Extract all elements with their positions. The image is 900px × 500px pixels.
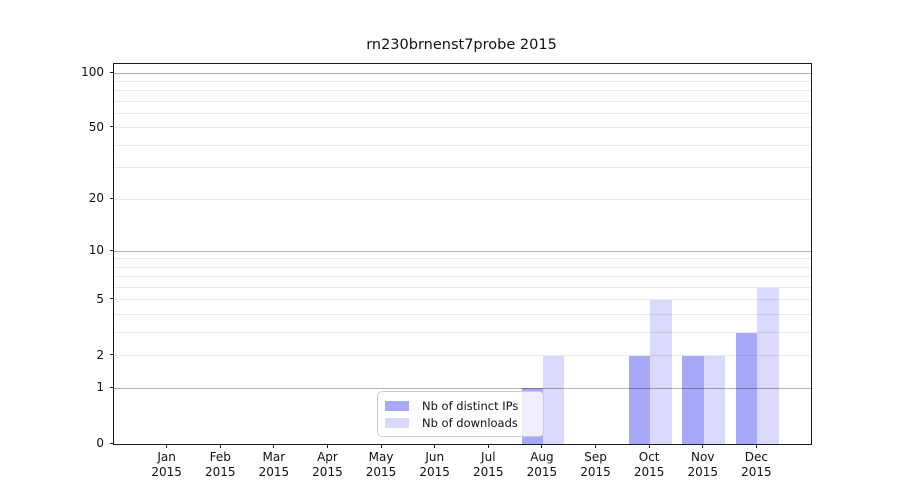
x-tick-mark-jan	[166, 444, 168, 448]
y-tick-mark-5	[110, 298, 114, 300]
bar-nb-of-distinct-ips-oct-2015	[628, 355, 651, 444]
legend-swatch-downloads	[385, 418, 409, 428]
bar-nb-of-downloads-oct-2015	[650, 299, 672, 444]
x-tick-label-oct: Oct 2015	[633, 450, 665, 479]
x-tick-mark-may	[380, 444, 382, 448]
gridline-minor-7	[114, 276, 811, 278]
gridline-minor-8	[114, 266, 811, 268]
gridline-minor-6	[114, 287, 811, 289]
y-tick-mark-2	[110, 354, 114, 356]
x-tick-mark-apr	[326, 444, 328, 448]
legend-label-downloads: Nb of downloads	[422, 416, 518, 430]
gridline-minor-30	[114, 167, 811, 169]
x-tick-mark-aug	[541, 444, 543, 448]
y-tick-mark-100	[110, 71, 114, 73]
x-tick-mark-sep	[595, 444, 597, 448]
x-tick-mark-jul	[487, 444, 489, 448]
x-tick-label-jan: Jan 2015	[151, 450, 182, 479]
gridline-minor-70	[114, 100, 811, 102]
x-tick-label-jun: Jun 2015	[419, 450, 450, 479]
x-tick-label-feb: Feb 2015	[204, 450, 236, 479]
x-tick-mark-oct	[648, 444, 650, 448]
gridline-minor-4	[114, 314, 811, 316]
y-tick-label-0: 0	[96, 436, 104, 450]
bar-nb-of-downloads-aug-2015	[542, 355, 565, 444]
legend: Nb of distinct IPs Nb of downloads	[377, 391, 544, 437]
y-tick-label-100: 100	[81, 65, 104, 80]
gridline-minor-2	[114, 355, 811, 357]
gridline-major-1	[114, 387, 811, 389]
y-tick-mark-10	[110, 249, 114, 251]
x-tick-mark-jun	[434, 444, 436, 448]
gridline-major-10	[114, 250, 811, 252]
y-tick-mark-0	[110, 442, 114, 444]
gridline-minor-80	[114, 90, 811, 92]
x-tick-label-may: May 2015	[365, 450, 397, 479]
x-tick-mark-feb	[219, 444, 221, 448]
gridline-minor-40	[114, 144, 811, 146]
y-tick-mark-1	[110, 386, 114, 388]
bar-nb-of-downloads-nov-2015	[703, 355, 726, 444]
y-tick-label-20: 20	[88, 191, 104, 206]
gridline-minor-60	[114, 113, 811, 115]
plot-area	[113, 63, 812, 445]
x-tick-label-jul: Jul 2015	[473, 450, 504, 479]
bar-nb-of-distinct-ips-nov-2015	[682, 355, 704, 444]
legend-label-distinct-ips: Nb of distinct IPs	[422, 399, 519, 413]
legend-item-downloads: Nb of downloads	[385, 415, 535, 431]
bar-nb-of-downloads-dec-2015	[757, 287, 779, 444]
x-tick-label-sep: Sep 2015	[580, 450, 611, 479]
x-tick-label-nov: Nov 2015	[687, 450, 719, 479]
gridline-minor-20	[114, 198, 811, 200]
gridline-minor-5	[114, 299, 811, 301]
x-tick-label-mar: Mar 2015	[258, 450, 290, 479]
x-tick-mark-mar	[273, 444, 275, 448]
bar-nb-of-distinct-ips-dec-2015	[735, 332, 758, 444]
gridline-minor-9	[114, 258, 811, 260]
legend-swatch-distinct-ips	[385, 401, 409, 411]
x-tick-label-aug: Aug 2015	[526, 450, 558, 479]
gridline-minor-90	[114, 80, 811, 82]
x-tick-mark-nov	[702, 444, 704, 448]
gridline-minor-3	[114, 332, 811, 334]
gridline-major-100	[114, 72, 811, 74]
y-tick-label-5: 5	[96, 291, 104, 306]
y-tick-mark-20	[110, 197, 114, 199]
x-tick-mark-dec	[755, 444, 757, 448]
y-tick-label-50: 50	[88, 119, 104, 134]
x-tick-label-apr: Apr 2015	[312, 450, 343, 479]
legend-item-distinct-ips: Nb of distinct IPs	[385, 398, 535, 414]
y-tick-mark-50	[110, 126, 114, 128]
chart-title: rn230brnenst7probe 2015	[366, 37, 557, 53]
y-tick-label-1: 1	[96, 380, 104, 395]
y-tick-label-10: 10	[88, 243, 104, 258]
y-tick-label-2: 2	[96, 347, 104, 362]
gridline-minor-50	[114, 127, 811, 129]
x-tick-label-dec: Dec 2015	[741, 450, 772, 479]
